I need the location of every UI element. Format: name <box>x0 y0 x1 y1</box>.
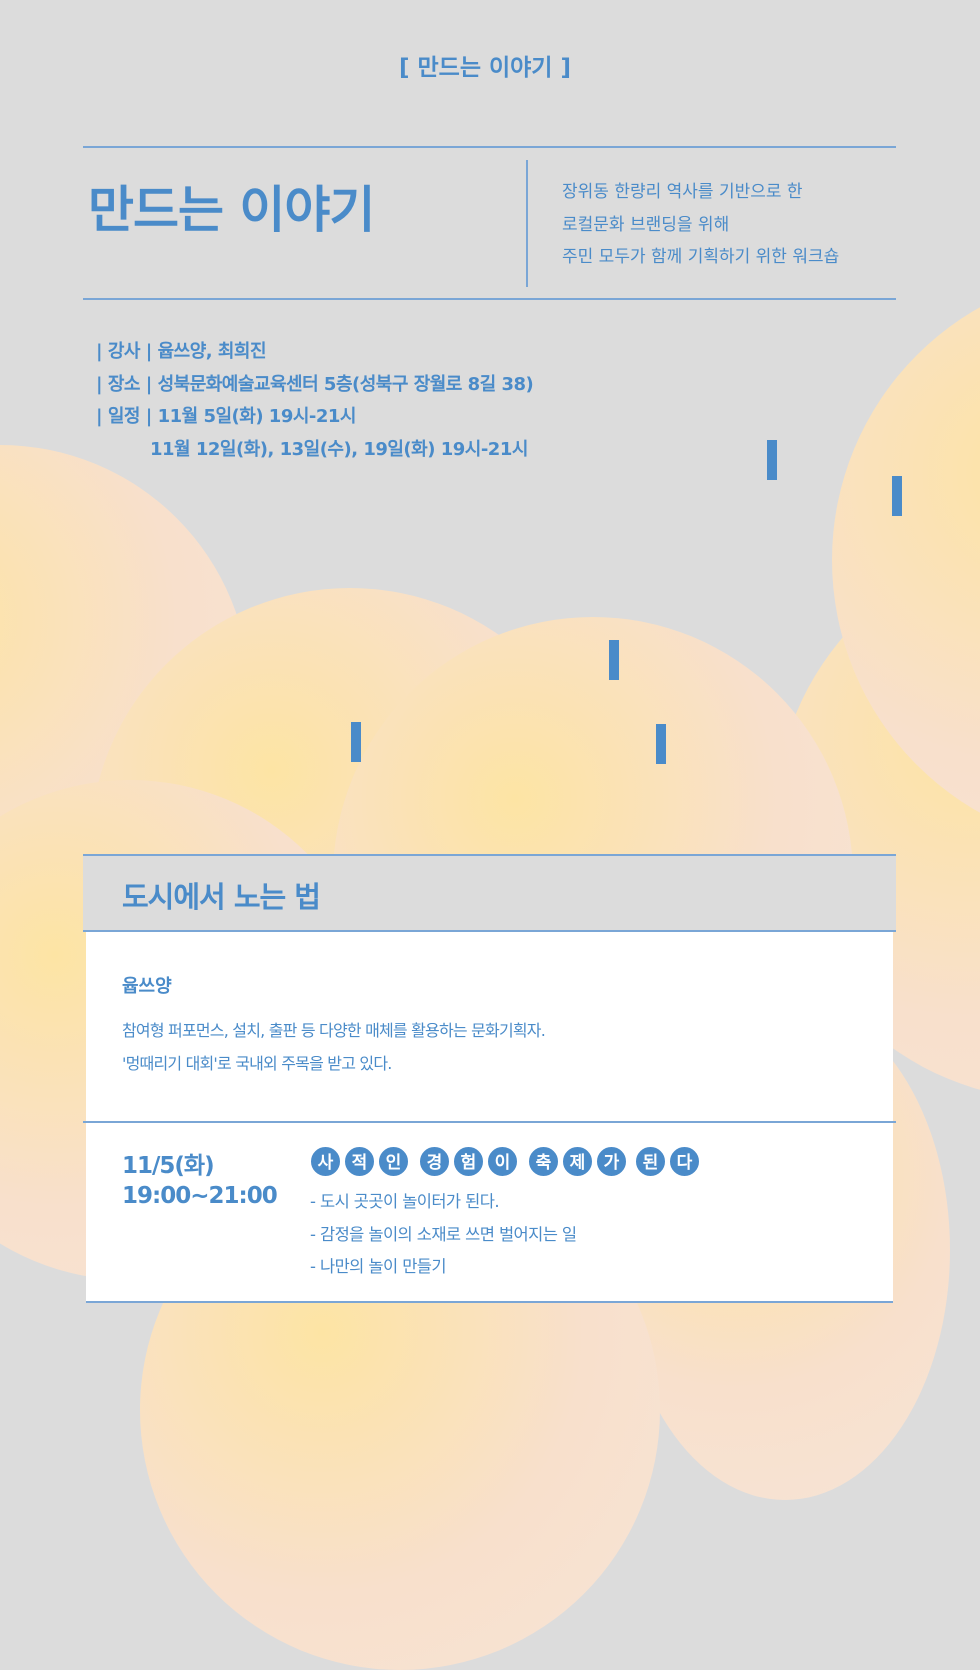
accent-bar <box>892 476 902 516</box>
badge: 된 <box>634 1145 667 1178</box>
accent-bar <box>656 724 666 764</box>
list-item: - 도시 곳곳이 놀이터가 된다. <box>310 1192 500 1211</box>
badge: 사 <box>309 1145 342 1178</box>
session-time: 19:00~21:00 <box>122 1183 278 1209</box>
subtitle-line: 로컬문화 브랜딩을 위해 <box>562 214 730 235</box>
info-schedule: | 일정 | 11월 5일(화) 19시-21시 <box>96 406 357 427</box>
session-section: 도시에서 노는 법 윱쓰양 참여형 퍼포먼스, 설치, 출판 등 다양한 매체를… <box>83 854 896 1303</box>
page-title: 만드는 이야기 <box>88 181 375 239</box>
section-title: 도시에서 노는 법 <box>122 880 321 914</box>
vertical-divider <box>526 160 528 287</box>
info-schedule-more: 11월 12일(화), 13일(수), 19일(화) 19시-21시 <box>150 438 528 460</box>
subtitle: 장위동 한량리 역사를 기반으로 한 로컬문화 브랜딩을 위해 주민 모두가 함… <box>562 176 839 274</box>
accent-bar <box>767 440 777 480</box>
info-instructor: | 강사 | 윱쓰양, 최희진 <box>96 341 267 362</box>
badge: 이 <box>486 1145 519 1178</box>
badge: 다 <box>668 1145 701 1178</box>
bio-line: '멍때리기 대회'로 국내외 주목을 받고 있다. <box>122 1054 392 1073</box>
session-date: 11/5(화) <box>122 1153 215 1179</box>
accent-bar <box>609 640 619 680</box>
accent-bar <box>351 722 361 762</box>
subtitle-line: 장위동 한량리 역사를 기반으로 한 <box>562 182 803 202</box>
badge: 적 <box>343 1145 376 1178</box>
badge: 경 <box>418 1145 451 1178</box>
badge: 험 <box>452 1145 485 1178</box>
session-items: - 도시 곳곳이 놀이터가 된다. - 감정을 놀이의 소재로 쓰면 벌어지는 … <box>310 1186 577 1284</box>
header-tag: [ 만드는 이야기 ] <box>398 55 571 81</box>
speaker-bio: 참여형 퍼포먼스, 설치, 출판 등 다양한 매체를 활용하는 문화기획자. '… <box>122 1014 546 1080</box>
list-item: - 나만의 놀이 만들기 <box>310 1257 447 1276</box>
speaker-name: 윱쓰양 <box>122 976 172 997</box>
info-location: | 장소 | 성북문화예술교육센터 5층(성북구 장월로 8길 38) <box>96 373 534 395</box>
subtitle-line: 주민 모두가 함께 기획하기 위한 워크숍 <box>562 247 840 267</box>
list-item: - 감정을 놀이의 소재로 쓰면 벌어지는 일 <box>310 1224 577 1244</box>
badge: 축 <box>527 1145 560 1178</box>
badge: 가 <box>595 1145 628 1178</box>
section-header: 도시에서 노는 법 <box>83 854 896 932</box>
divider <box>83 298 896 300</box>
badge: 인 <box>377 1145 410 1178</box>
badge: 제 <box>561 1145 594 1178</box>
divider <box>83 1121 896 1123</box>
bio-line: 참여형 퍼포먼스, 설치, 출판 등 다양한 매체를 활용하는 문화기획자. <box>122 1021 546 1040</box>
divider <box>83 146 896 148</box>
event-info: | 강사 | 윱쓰양, 최희진 | 장소 | 성북문화예술교육센터 5층(성북구… <box>96 336 534 466</box>
section-body: 윱쓰양 참여형 퍼포먼스, 설치, 출판 등 다양한 매체를 활용하는 문화기획… <box>83 932 896 1303</box>
